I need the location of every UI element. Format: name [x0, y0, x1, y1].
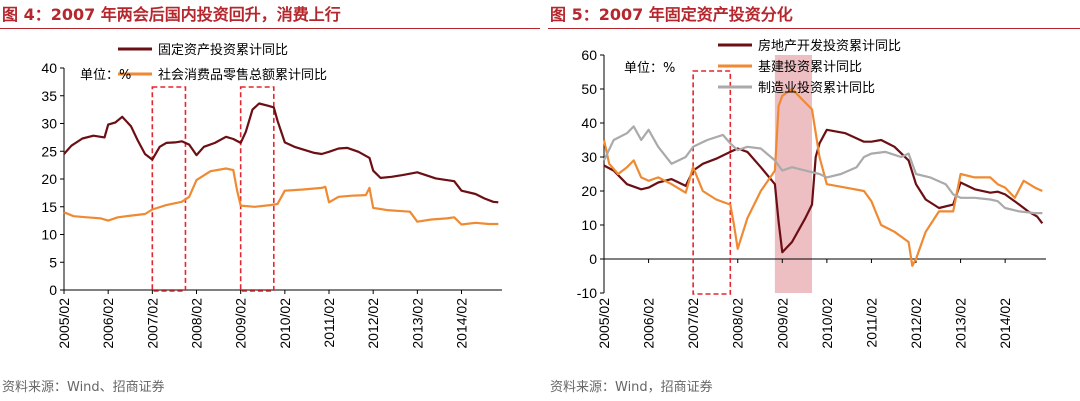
x-tick-label: 2010/02: [819, 298, 835, 349]
x-tick-label: 2006/02: [100, 298, 116, 349]
x-tick-label: 2008/02: [730, 298, 746, 349]
legend-label: 固定资产投资累计同比: [158, 42, 288, 58]
legend-label: 社会消费品零售总额累计同比: [158, 67, 327, 83]
x-tick-label: 2010/02: [277, 298, 293, 349]
x-tick-label: 2012/02: [908, 298, 924, 349]
y-tick-label: 35: [41, 88, 57, 104]
y-tick-label: 30: [41, 116, 57, 132]
chart-title: 图 5：2007 年固定资产投资分化: [548, 4, 1080, 29]
y-tick-label: 10: [581, 217, 597, 233]
y-tick-label: 40: [41, 60, 57, 76]
x-tick-label: 2005/02: [56, 298, 72, 349]
legend-label: 基建投资累计同比: [758, 59, 862, 75]
legend-label: 制造业投资累计同比: [758, 80, 875, 96]
y-tick-label: 20: [41, 171, 57, 187]
x-tick-label: 2009/02: [233, 298, 249, 349]
series-line-1: [602, 87, 1043, 267]
x-tick-label: 2011/02: [321, 298, 337, 348]
y-tick-label: 30: [581, 149, 597, 165]
chart-panel-investment-consumption: 图 4：2007 年两会后国内投资回升，消费上行 0 5 10 15 20 25 30 35 4…: [0, 4, 540, 395]
x-tick-label: 2014/02: [997, 298, 1013, 349]
highlight-box: [239, 86, 275, 292]
x-tick-label: 2009/02: [774, 298, 790, 349]
shaded-band: [774, 55, 813, 293]
x-tick-label: 2011/02: [863, 298, 879, 348]
chart-left-svg: 0 5 10 15 20 25 30 35 40 2005/02 2006/02 2007/02 200…: [41, 42, 502, 349]
unit-label: 单位：%: [80, 68, 131, 83]
series-line-2: [603, 125, 1043, 215]
x-tick-label: 2005/02: [596, 298, 612, 349]
y-tick-label: 5: [49, 254, 57, 270]
y-tick-label: 15: [41, 199, 57, 215]
x-tick-label: 2007/02: [144, 298, 160, 349]
source-note: 资料来源：Wind、招商证券: [2, 380, 165, 395]
x-tick-label: 2007/02: [685, 298, 701, 349]
x-tick-label: 2013/02: [953, 298, 969, 349]
chart-right-svg: -10 0 10 20 30 40 50 60 2005/02 2006/02 2007/02 200…: [577, 38, 1046, 349]
y-tick-label: 60: [581, 47, 597, 63]
y-tick-label: 0: [49, 282, 57, 298]
y-tick-label: -10: [577, 285, 597, 301]
y-tick-label: 40: [581, 115, 597, 131]
x-tick-label: 2008/02: [189, 298, 205, 349]
y-tick-label: 25: [41, 143, 57, 159]
y-tick-label: 20: [581, 183, 597, 199]
x-tick-label: 2013/02: [409, 298, 425, 349]
y-tick-label: 10: [41, 227, 57, 243]
source-note: 资料来源：Wind，招商证券: [550, 380, 713, 395]
series-line-1: [63, 167, 499, 226]
x-tick-label: 2012/02: [365, 298, 381, 349]
chart-title: 图 4：2007 年两会后国内投资回升，消费上行: [0, 4, 540, 29]
y-tick-label: 50: [581, 81, 597, 97]
series-line-0: [63, 102, 499, 204]
legend-label: 房地产开发投资累计同比: [758, 38, 901, 54]
series-line-0: [603, 128, 1044, 254]
highlight-box: [692, 70, 732, 295]
x-tick-label: 2006/02: [641, 298, 657, 349]
y-tick-label: 0: [589, 251, 597, 267]
highlight-box: [151, 86, 187, 292]
chart-panel-investment-divergence: 图 5：2007 年固定资产投资分化 -10 0 10 20 30 40 50 60 2005/…: [548, 0, 1080, 401]
unit-label: 单位：%: [624, 61, 675, 76]
x-tick-label: 2014/02: [454, 298, 470, 349]
